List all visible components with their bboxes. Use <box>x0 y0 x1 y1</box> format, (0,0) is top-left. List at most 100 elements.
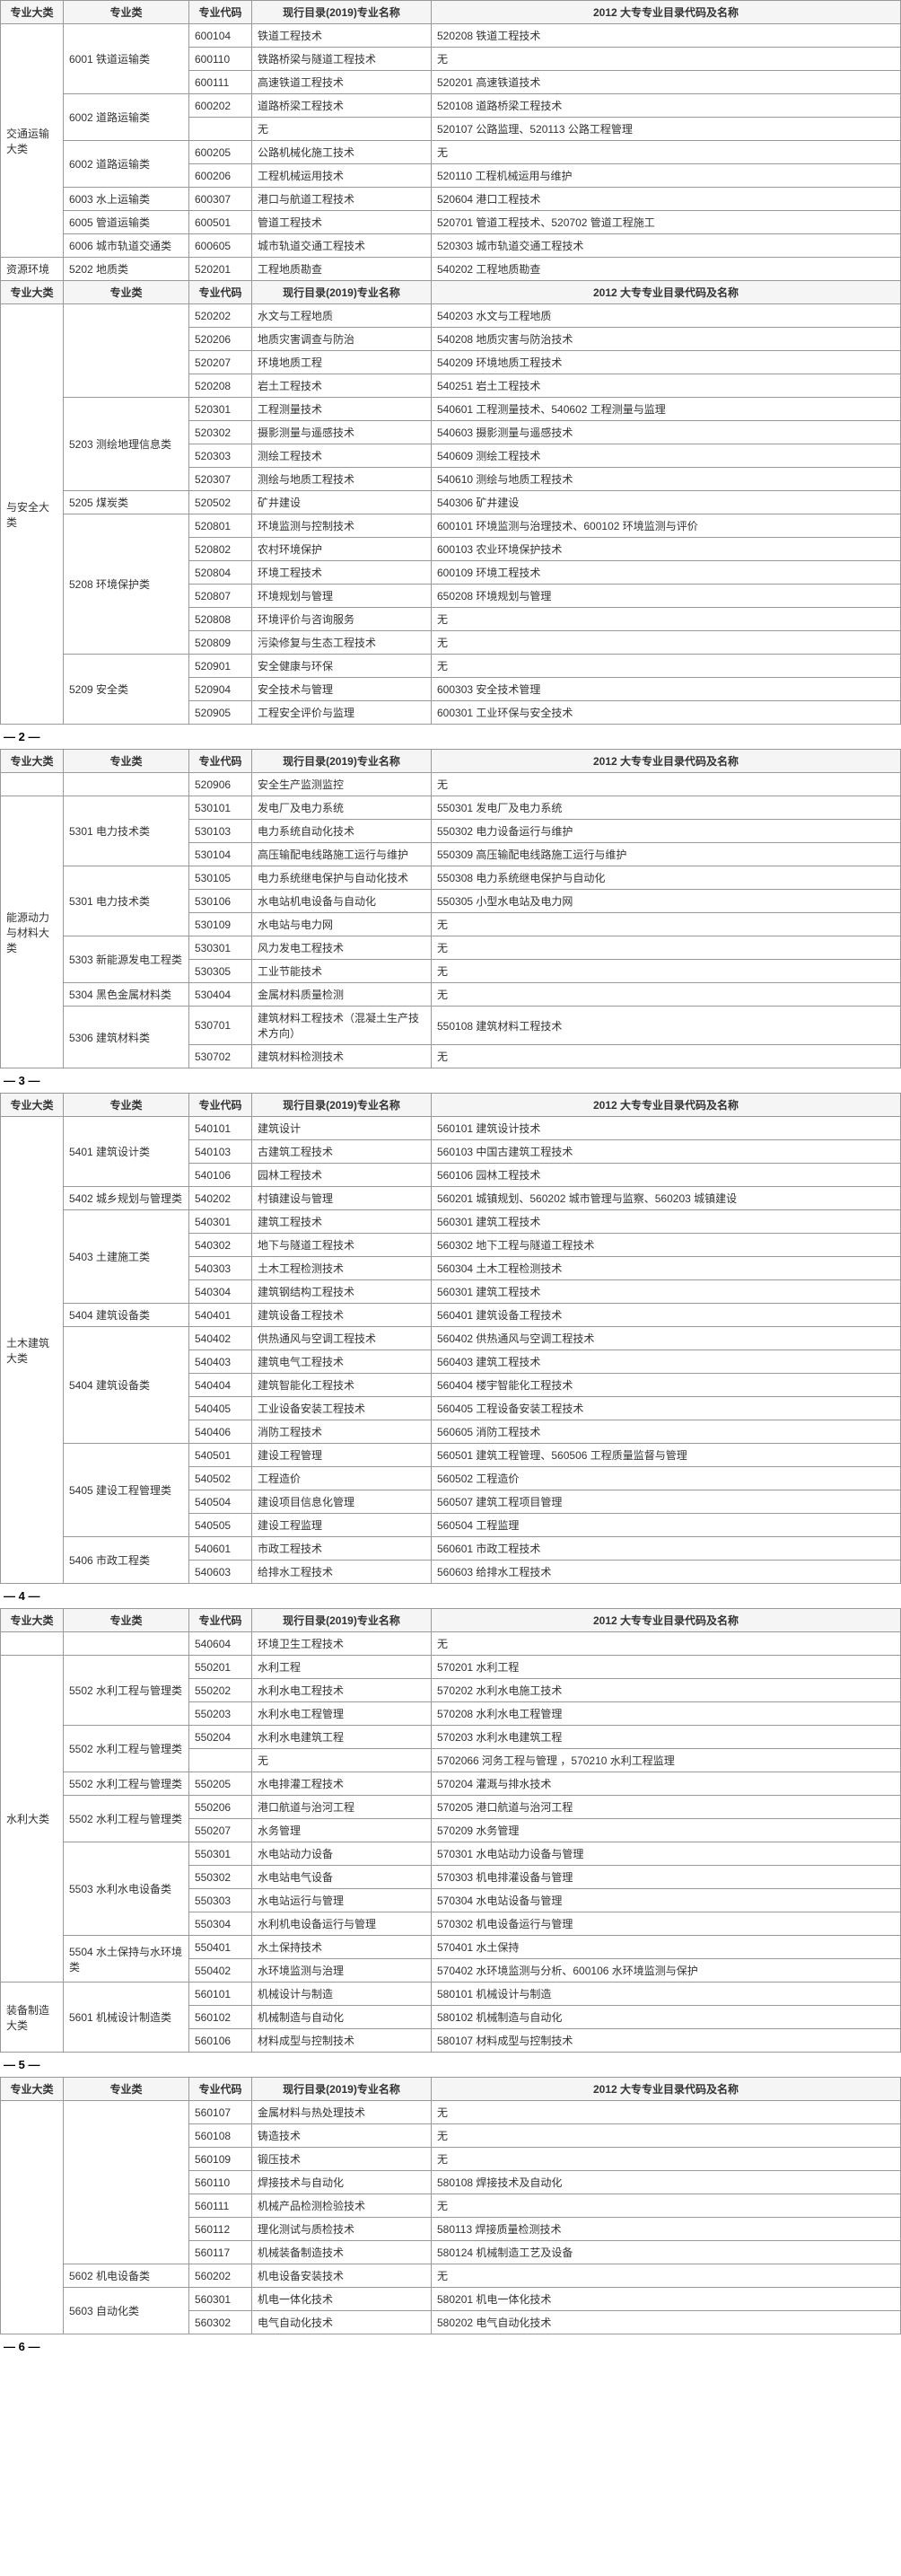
cell-cat: 6006 城市轨道交通类 <box>64 234 189 258</box>
cell-old: 580124 机械制造工艺及设备 <box>432 2241 901 2264</box>
cell-major: 水利大类 <box>1 1656 64 1983</box>
cell-code: 540504 <box>189 1490 252 1514</box>
cell-old: 无 <box>432 631 901 655</box>
cell-current: 水利水电建筑工程 <box>252 1726 432 1749</box>
cell-current: 机械制造与自动化 <box>252 2006 432 2029</box>
cell-code: 550202 <box>189 1679 252 1702</box>
data-row: 水利大类5502 水利工程与管理类550201水利工程570201 水利工程 <box>1 1656 901 1679</box>
cell-old: 550302 电力设备运行与维护 <box>432 820 901 843</box>
th-code: 专业代码 <box>189 1 252 24</box>
data-row: 5405 建设工程管理类540501建设工程管理560501 建筑工程管理、56… <box>1 1444 901 1467</box>
cell-code: 560106 <box>189 2029 252 2053</box>
data-row: 5404 建筑设备类540402供热通风与空调工程技术560402 供热通风与空… <box>1 1327 901 1350</box>
cell-old: 560404 楼宇智能化工程技术 <box>432 1374 901 1397</box>
cell-code: 600111 <box>189 71 252 94</box>
page-num-3: — 3 — <box>0 1068 901 1093</box>
data-row: 5306 建筑材料类530701建筑材料工程技术（混凝土生产技术方向）55010… <box>1 1007 901 1045</box>
cell-code: 560301 <box>189 2288 252 2311</box>
cell-current: 无 <box>252 118 432 141</box>
cell-cat: 5304 黑色金属材料类 <box>64 983 189 1007</box>
cell-current: 机电一体化技术 <box>252 2288 432 2311</box>
cell-old: 无 <box>432 141 901 164</box>
cell-code: 540501 <box>189 1444 252 1467</box>
cell-code: 540302 <box>189 1234 252 1257</box>
cell-current: 建设工程监理 <box>252 1514 432 1537</box>
cell-code: 530106 <box>189 890 252 913</box>
cell-code: 600501 <box>189 211 252 234</box>
th-current: 现行目录(2019)专业名称 <box>252 281 432 304</box>
cell-old: 580202 电气自动化技术 <box>432 2311 901 2334</box>
cell-old: 580113 焊接质量检测技术 <box>432 2218 901 2241</box>
cell-current: 农村环境保护 <box>252 538 432 561</box>
cell-code: 530404 <box>189 983 252 1007</box>
th-cat: 专业类 <box>64 2078 189 2101</box>
cell-old: 550308 电力系统继电保护与自动化 <box>432 866 901 890</box>
cell-current: 焊接技术与自动化 <box>252 2171 432 2194</box>
cell-current: 水电站机电设备与自动化 <box>252 890 432 913</box>
cell-current: 水电站与电力网 <box>252 913 432 936</box>
cell-major: 与安全大类 <box>1 304 64 725</box>
cell-current: 水文与工程地质 <box>252 304 432 328</box>
cell-code: 600202 <box>189 94 252 118</box>
cell-code: 550401 <box>189 1936 252 1959</box>
table-p5: 专业大类 专业类 专业代码 现行目录(2019)专业名称 2012 大专专业目录… <box>0 2077 901 2334</box>
cell-code: 550302 <box>189 1866 252 1889</box>
cell-cat: 5502 水利工程与管理类 <box>64 1656 189 1726</box>
th-major: 专业大类 <box>1 1 64 24</box>
cell-code <box>189 118 252 141</box>
data-row: 5403 土建施工类540301建筑工程技术560301 建筑工程技术 <box>1 1210 901 1234</box>
data-row: 6006 城市轨道交通类600605城市轨道交通工程技术520303 城市轨道交… <box>1 234 901 258</box>
cell-cat <box>64 304 189 398</box>
cell-cat: 5603 自动化类 <box>64 2288 189 2334</box>
cell-code: 550301 <box>189 1842 252 1866</box>
cell-code: 530109 <box>189 913 252 936</box>
cell-code: 540405 <box>189 1397 252 1420</box>
cell-code: 560302 <box>189 2311 252 2334</box>
cell-old: 560201 城镇规划、560202 城市管理与监察、560203 城镇建设 <box>432 1187 901 1210</box>
cell-old: 520208 铁道工程技术 <box>432 24 901 48</box>
cell-current: 电力系统继电保护与自动化技术 <box>252 866 432 890</box>
cell-current: 建筑设备工程技术 <box>252 1304 432 1327</box>
cell-cat: 5504 水土保持与水环境类 <box>64 1936 189 1983</box>
cell-current: 建筑工程技术 <box>252 1210 432 1234</box>
cell-old: 570304 水电站设备与管理 <box>432 1889 901 1912</box>
data-row: 与安全大类520202水文与工程地质540203 水文与工程地质 <box>1 304 901 328</box>
cell-old: 无 <box>432 655 901 678</box>
cell-current: 电气自动化技术 <box>252 2311 432 2334</box>
data-row: 5406 市政工程类540601市政工程技术560601 市政工程技术 <box>1 1537 901 1561</box>
cell-current: 港口与航道工程技术 <box>252 188 432 211</box>
cell-old: 560501 建筑工程管理、560506 工程质量监督与管理 <box>432 1444 901 1467</box>
cell-code: 550204 <box>189 1726 252 1749</box>
cell-old: 560405 工程设备安装工程技术 <box>432 1397 901 1420</box>
cell-code: 550402 <box>189 1959 252 1983</box>
cell-code: 530103 <box>189 820 252 843</box>
cell-current: 建设工程管理 <box>252 1444 432 1467</box>
table-p3: 专业大类 专业类 专业代码 现行目录(2019)专业名称 2012 大专专业目录… <box>0 1093 901 1584</box>
cell-current: 环境规划与管理 <box>252 585 432 608</box>
cell-current: 建筑设计 <box>252 1117 432 1140</box>
data-row: 5502 水利工程与管理类550204水利水电建筑工程570203 水利水电建筑… <box>1 1726 901 1749</box>
page-num-6: — 6 — <box>0 2334 901 2359</box>
cell-code: 550205 <box>189 1772 252 1796</box>
cell-current: 电力系统自动化技术 <box>252 820 432 843</box>
cell-current: 环境评价与咨询服务 <box>252 608 432 631</box>
th-major: 专业大类 <box>1 2078 64 2101</box>
cell-code: 530702 <box>189 1045 252 1068</box>
data-row: 交通运输大类6001 铁道运输类600104铁道工程技术520208 铁道工程技… <box>1 24 901 48</box>
cell-old: 无 <box>432 2264 901 2288</box>
cell-code: 550206 <box>189 1796 252 1819</box>
cell-code: 540101 <box>189 1117 252 1140</box>
th-major: 专业大类 <box>1 1609 64 1632</box>
cell-current: 园林工程技术 <box>252 1164 432 1187</box>
cell-code: 520905 <box>189 701 252 725</box>
header-row: 专业大类 专业类 专业代码 现行目录(2019)专业名称 2012 大专专业目录… <box>1 1094 901 1117</box>
th-old: 2012 大专专业目录代码及名称 <box>432 750 901 773</box>
cell-old: 550305 小型水电站及电力网 <box>432 890 901 913</box>
cell-cat <box>64 773 189 796</box>
cell-old: 540208 地质灾害与防治技术 <box>432 328 901 351</box>
cell-cat: 5601 机械设计制造类 <box>64 1983 189 2053</box>
cell-code: 540401 <box>189 1304 252 1327</box>
cell-code: 520804 <box>189 561 252 585</box>
cell-cat: 5306 建筑材料类 <box>64 1007 189 1068</box>
cell-code: 520302 <box>189 421 252 444</box>
